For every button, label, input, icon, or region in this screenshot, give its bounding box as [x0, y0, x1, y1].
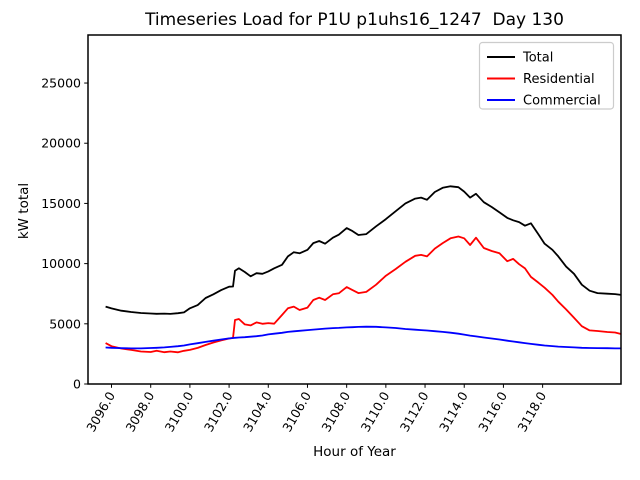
series-line-commercial — [105, 325, 621, 350]
legend-label-commercial: Commercial — [523, 94, 601, 109]
x-tick-label: 3102.0 — [201, 389, 236, 434]
y-axis-label: kW total — [16, 182, 32, 240]
y-tick-label: 10000 — [41, 256, 81, 271]
legend-label-residential: Residential — [523, 72, 595, 87]
series-line-total — [105, 185, 622, 315]
chart-title: Timeseries Load for P1U p1uhs16_1247 Day… — [145, 10, 564, 30]
plot-frame — [87, 34, 622, 385]
x-tick-label: 3116.0 — [475, 389, 510, 434]
x-tick-label: 3098.0 — [122, 389, 157, 434]
series-line-residential — [105, 235, 622, 354]
y-tick-label: 15000 — [41, 196, 81, 211]
y-tick-label: 5000 — [49, 316, 81, 331]
x-tick-label: 3108.0 — [318, 389, 353, 434]
x-tick-label: 3104.0 — [240, 389, 275, 434]
x-tick-label: 3096.0 — [83, 389, 118, 434]
y-tick-label: 20000 — [41, 136, 81, 151]
x-tick-label: 3118.0 — [514, 389, 549, 434]
y-tick-label: 0 — [73, 377, 81, 392]
x-tick-label: 3112.0 — [397, 389, 432, 434]
x-axis-label: Hour of Year — [313, 444, 396, 460]
x-tick-label: 3106.0 — [279, 389, 314, 434]
legend-label-total: Total — [522, 51, 553, 66]
x-tick-label: 3110.0 — [358, 389, 393, 434]
legend-box — [478, 41, 615, 110]
x-tick-label: 3114.0 — [436, 389, 471, 434]
y-tick-label: 25000 — [41, 76, 81, 91]
x-tick-label: 3100.0 — [162, 389, 197, 434]
